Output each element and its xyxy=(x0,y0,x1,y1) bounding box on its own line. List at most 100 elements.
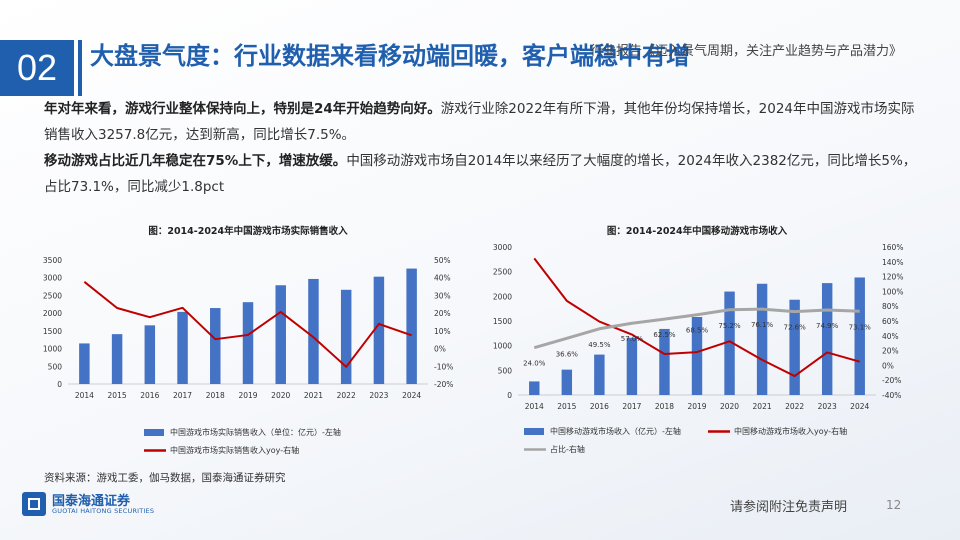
y-right-tick-label: 10% xyxy=(434,327,451,336)
page-number: 12 xyxy=(886,498,902,512)
bar xyxy=(242,302,254,384)
bar xyxy=(340,289,352,384)
x-tick-label: 2020 xyxy=(271,391,290,400)
paragraph-1-text: 游戏行业除2022年有所下滑，其他年份均保持增长，2024年中国游戏市场实际销售… xyxy=(44,101,915,143)
bar xyxy=(561,369,573,395)
data-label: 57.0% xyxy=(621,335,644,343)
y-left-tick-label: 500 xyxy=(498,366,513,375)
chart-mobile-game-revenue: 图：2014-2024年中国移动游戏市场收入 0 500 1000 1500 2000 25… xyxy=(493,225,904,454)
x-tick-label: 2022 xyxy=(337,391,356,400)
bar xyxy=(406,268,417,384)
x-tick-label: 2022 xyxy=(785,402,804,411)
page-title: 大盘景气度：行业数据来看移动端回暖，客户端稳中有增 xyxy=(90,42,690,70)
y-left-tick-label: 2500 xyxy=(493,268,512,277)
data-label: 74.9% xyxy=(816,322,839,330)
data-label: 76.1% xyxy=(751,321,774,329)
y-left-tick-label: 3500 xyxy=(43,256,62,265)
bar xyxy=(111,334,123,384)
logo-mark xyxy=(22,492,46,516)
paragraph-1-bold: 年对年来看，游戏行业整体保持向上，特别是24年开始趋势向好。 xyxy=(44,101,441,117)
series-line xyxy=(533,307,860,350)
x-tick-label: 2016 xyxy=(140,391,159,400)
bar xyxy=(789,299,800,395)
logo-name-en: GUOTAI HAITONG SECURITIES xyxy=(52,507,155,515)
chart-title: 图：2014-2024年中国游戏市场实际销售收入 xyxy=(148,225,348,237)
bar xyxy=(854,277,865,395)
x-tick-label: 2019 xyxy=(238,391,257,400)
paragraph-1: 年对年来看，游戏行业整体保持向上，特别是24年开始趋势向好。游戏行业除2022年… xyxy=(44,96,924,148)
y-right-tick-label: 20% xyxy=(434,309,451,318)
legend-label: 中国移动游戏市场收入yoy-右轴 xyxy=(734,426,847,436)
bar xyxy=(756,283,768,395)
x-tick-label: 2024 xyxy=(402,391,421,400)
y-left-tick-label: 0 xyxy=(57,380,62,389)
legend-swatch xyxy=(144,429,164,436)
legend-swatch xyxy=(524,428,544,435)
y-right-tick-label: 0% xyxy=(882,361,894,370)
y-left-tick-label: 500 xyxy=(48,362,63,371)
legend-label: 中国移动游戏市场收入（亿元）-左轴 xyxy=(550,426,681,436)
paragraph-2-bold: 移动游戏占比近几年稳定在75%上下，增速放缓。 xyxy=(44,153,347,169)
y-right-tick-label: -20% xyxy=(434,380,453,389)
x-tick-label: 2015 xyxy=(108,391,127,400)
data-label: 24.0% xyxy=(523,360,546,368)
bar xyxy=(308,278,319,384)
report-title: 行业报告《迈入景气周期，关注产业趋势与产品潜力》 xyxy=(590,44,903,59)
y-left-tick-label: 0 xyxy=(507,391,512,400)
chart-title: 图：2014-2024年中国移动游戏市场收入 xyxy=(607,225,788,237)
data-label: 68.5% xyxy=(686,327,709,335)
data-label: 72.6% xyxy=(784,324,807,332)
bar xyxy=(79,343,90,384)
x-tick-label: 2023 xyxy=(818,402,837,411)
bar xyxy=(821,283,833,395)
bar xyxy=(659,328,670,395)
y-right-tick-label: 120% xyxy=(882,273,903,282)
x-tick-label: 2024 xyxy=(850,402,869,411)
x-tick-label: 2020 xyxy=(720,402,739,411)
bar xyxy=(529,381,540,395)
y-right-tick-label: 40% xyxy=(882,332,899,341)
y-left-tick-label: 2000 xyxy=(43,309,62,318)
data-label: 75.2% xyxy=(718,322,741,330)
legend-label: 占比-右轴 xyxy=(550,444,585,454)
x-tick-label: 2014 xyxy=(525,402,544,411)
x-tick-label: 2019 xyxy=(687,402,706,411)
y-left-tick-label: 3000 xyxy=(43,274,62,283)
x-tick-label: 2017 xyxy=(173,391,192,400)
y-left-tick-label: 2500 xyxy=(43,291,62,300)
y-right-tick-label: 50% xyxy=(434,256,451,265)
y-left-tick-label: 3000 xyxy=(493,243,512,252)
x-tick-label: 2021 xyxy=(753,402,772,411)
disclaimer-link[interactable]: 请参阅附注免责声明 xyxy=(730,500,848,515)
x-tick-label: 2023 xyxy=(369,391,388,400)
y-right-tick-label: -40% xyxy=(882,391,901,400)
bar xyxy=(691,317,703,395)
legend-label: 中国游戏市场实际销售收入yoy-右轴 xyxy=(170,445,299,455)
y-right-tick-label: 20% xyxy=(882,347,899,356)
bar xyxy=(144,325,156,384)
y-left-tick-label: 1500 xyxy=(43,327,62,336)
x-tick-label: 2016 xyxy=(590,402,609,411)
series-line xyxy=(83,281,412,368)
section-number: 02 xyxy=(0,40,74,96)
logo-name-cn: 国泰海通证券 xyxy=(52,494,131,509)
y-left-tick-label: 1000 xyxy=(43,345,62,354)
y-right-tick-label: 80% xyxy=(882,302,899,311)
bar xyxy=(210,308,221,384)
y-right-tick-label: 0% xyxy=(434,345,446,354)
x-tick-label: 2015 xyxy=(557,402,576,411)
section-divider xyxy=(78,40,82,96)
bar xyxy=(594,354,605,395)
x-tick-label: 2018 xyxy=(655,402,674,411)
x-tick-label: 2014 xyxy=(75,391,94,400)
y-right-tick-label: 160% xyxy=(882,243,903,252)
data-label: 36.6% xyxy=(556,350,579,358)
y-left-tick-label: 1500 xyxy=(493,317,512,326)
y-right-tick-label: -10% xyxy=(434,362,453,371)
y-right-tick-label: 60% xyxy=(882,317,899,326)
y-right-tick-label: 140% xyxy=(882,258,903,267)
bar xyxy=(373,276,385,384)
bar xyxy=(724,291,735,395)
x-tick-label: 2021 xyxy=(304,391,323,400)
x-tick-label: 2018 xyxy=(206,391,225,400)
